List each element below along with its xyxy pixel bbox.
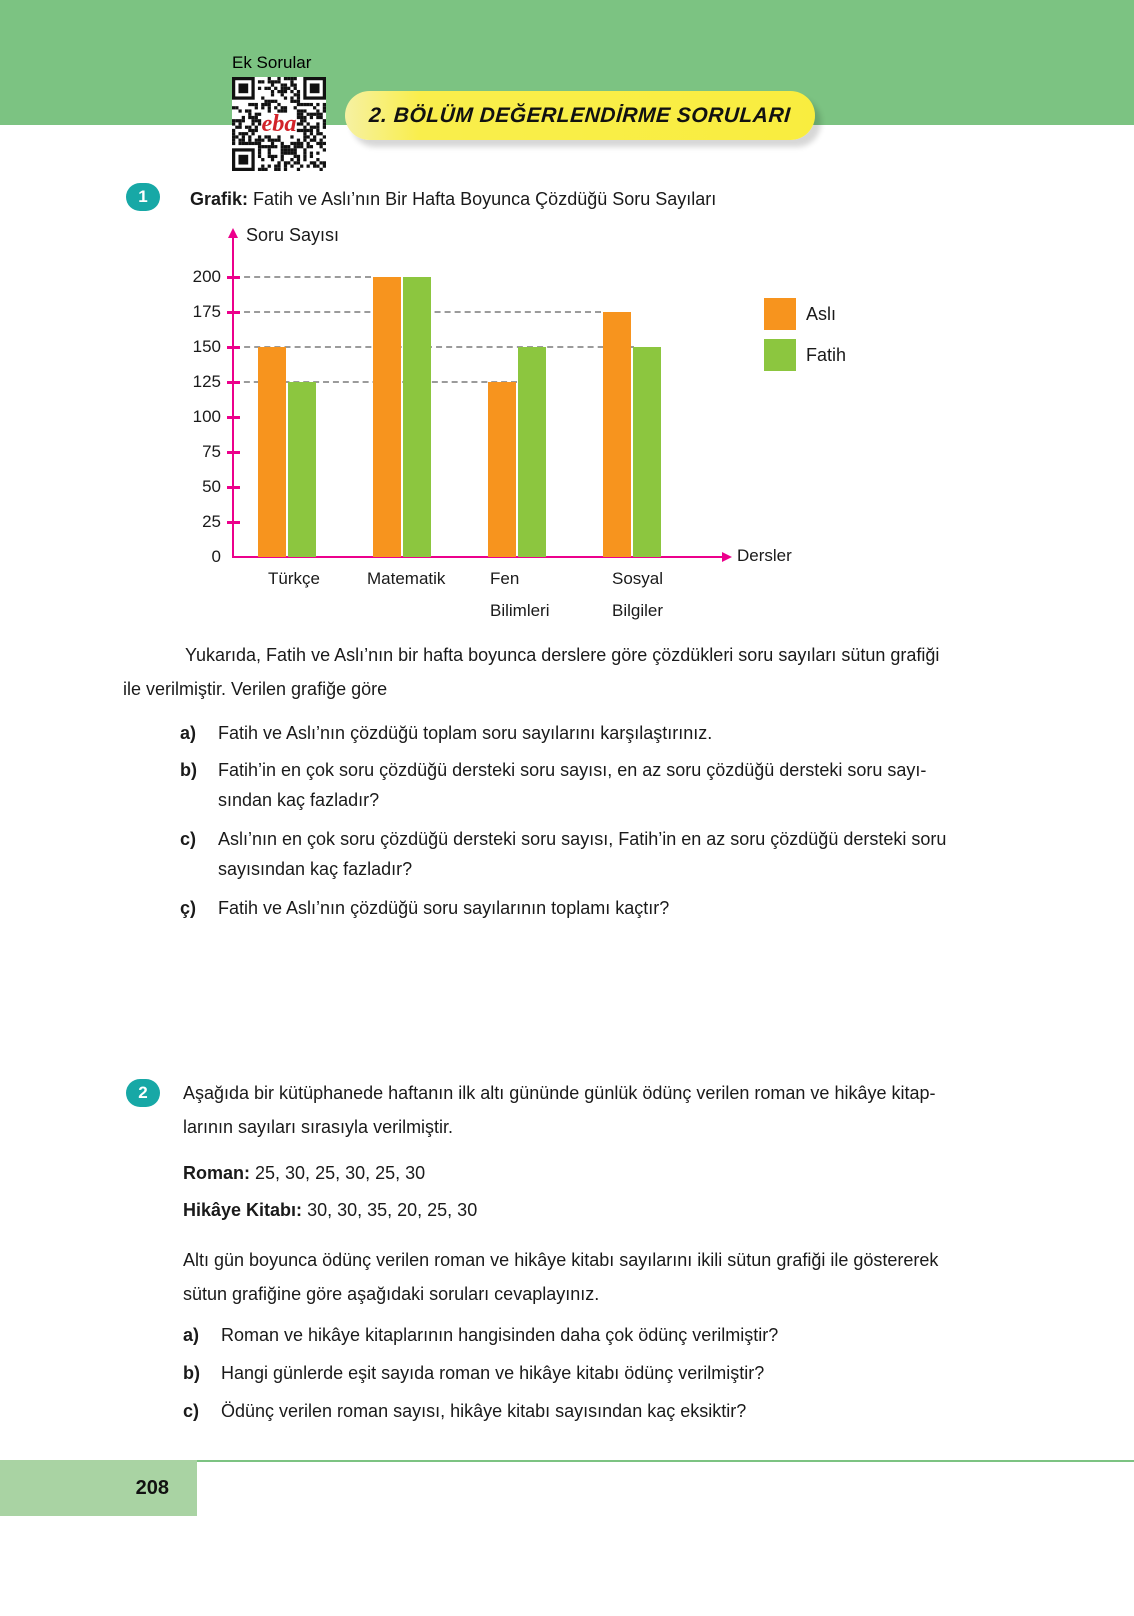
y-tick-150 — [227, 346, 240, 349]
y-tick-125 — [227, 381, 240, 384]
y-tick-25 — [227, 521, 240, 524]
x-category-label-sosyal-bilgiler-l1: Sosyal — [612, 569, 664, 588]
q2-hikaye-values: 30, 30, 35, 20, 25, 30 — [307, 1200, 478, 1220]
bar-matematik-fatih — [403, 277, 431, 557]
y-tick-label-175: 175 — [192, 302, 221, 321]
bar-fen-bilimleri-fatih — [518, 347, 546, 557]
y-tick-label-150: 150 — [192, 337, 221, 356]
bar-sosyal-bilgiler-fatih — [633, 347, 661, 557]
q2-item-a-label: a) — [183, 1325, 200, 1345]
chart-title-label: Grafik: — [190, 189, 249, 209]
q1-item-cc-text: Fatih ve Aslı’nın çözdüğü soru sayıların… — [218, 898, 670, 918]
chart-title: Grafik: Fatih ve Aslı’nın Bir Hafta Boyu… — [190, 184, 716, 214]
y-axis-title: Soru Sayısı — [246, 225, 340, 245]
q2-line1: Aşağıda bir kütüphanede haftanın ilk alt… — [183, 1083, 936, 1103]
y-tick-label-100: 100 — [192, 407, 221, 426]
q2-roman-values: 25, 30, 25, 30, 25, 30 — [255, 1163, 426, 1183]
qr-code-icon: eba — [232, 77, 326, 171]
q2-hikaye-row: Hikâye Kitabı: 30, 30, 35, 20, 25, 30 — [183, 1195, 477, 1225]
question-1-number: 1 — [138, 187, 148, 206]
bar-türkçe-aslı — [258, 347, 286, 557]
question-2-badge: 2 — [126, 1079, 160, 1107]
q1-paragraph-line2: ile verilmiştir. Verilen grafiğe göre — [123, 679, 388, 699]
x-axis-title: Dersler — [737, 546, 792, 565]
q2-hikaye-label: Hikâye Kitabı: — [183, 1200, 303, 1220]
y-tick-200 — [227, 276, 240, 279]
qr-code-label: Ek Sorular — [232, 53, 312, 72]
x-axis — [232, 556, 724, 558]
x-category-label-fen-bilimleri-l1: Fen — [490, 569, 520, 588]
legend-swatch-fatih — [764, 339, 796, 371]
legend-label-aslı: Aslı — [806, 304, 837, 324]
legend-swatch-aslı — [764, 298, 796, 330]
q2-item-b: b) Hangi günlerde eşit sayıda roman ve h… — [183, 1358, 764, 1388]
q1-item-c-line1: Aslı’nın en çok soru çözdüğü dersteki so… — [218, 829, 947, 849]
y-tick-label-125: 125 — [192, 372, 221, 391]
q2-paragraph-line1: Altı gün boyunca ödünç verilen roman ve … — [183, 1250, 939, 1270]
q2-item-b-text: Hangi günlerde eşit sayıda roman ve hikâ… — [221, 1363, 765, 1383]
question-2-number: 2 — [138, 1083, 148, 1102]
x-category-label-türkçe: Türkçe — [268, 569, 320, 588]
gridline-200 — [234, 276, 371, 278]
q2-roman-row: Roman: 25, 30, 25, 30, 25, 30 — [183, 1158, 425, 1188]
chart-title-text: Fatih ve Aslı’nın Bir Hafta Boyunca Çözd… — [253, 189, 717, 209]
bar-türkçe-fatih — [288, 382, 316, 557]
q1-item-b-label: b) — [180, 760, 197, 780]
q2-item-c-label: c) — [183, 1401, 200, 1421]
q1-item-cc: ç) Fatih ve Aslı’nın çözdüğü soru sayıla… — [180, 893, 669, 923]
q2-item-b-label: b) — [183, 1363, 200, 1383]
q2-roman-label: Roman: — [183, 1163, 250, 1183]
bar-fen-bilimleri-aslı — [488, 382, 516, 557]
q1-item-c-label: c) — [180, 829, 197, 849]
footer-divider-line — [0, 1460, 1134, 1462]
q1-item-c: c) Aslı’nın en çok soru çözdüğü dersteki… — [180, 824, 946, 884]
y-tick-50 — [227, 486, 240, 489]
q1-item-b-line1: Fatih’in en çok soru çözdüğü dersteki so… — [218, 760, 927, 780]
bar-matematik-aslı — [373, 277, 401, 557]
x-category-label-matematik: Matematik — [367, 569, 446, 588]
q1-item-b-line2: sından kaç fazladır? — [218, 790, 380, 810]
q2-item-c-text: Ödünç verilen roman sayısı, hikâye kitab… — [221, 1401, 747, 1421]
q1-item-b: b) Fatih’in en çok soru çözdüğü dersteki… — [180, 755, 926, 815]
q1-item-c-line2: sayısından kaç fazladır? — [218, 859, 413, 879]
x-category-label-fen-bilimleri-l2: Bilimleri — [490, 601, 550, 620]
legend-label-fatih: Fatih — [806, 345, 847, 365]
x-axis-arrow-icon — [722, 552, 732, 562]
y-tick-label-200: 200 — [192, 267, 221, 286]
page-number-box: 208 — [0, 1460, 197, 1516]
y-tick-label-0: 0 — [211, 547, 221, 566]
gridline-150 — [234, 346, 634, 348]
y-tick-label-50: 50 — [202, 477, 221, 496]
y-axis — [232, 236, 234, 558]
y-tick-label-75: 75 — [202, 442, 221, 461]
y-tick-100 — [227, 416, 240, 419]
q1-item-a-text: Fatih ve Aslı’nın çözdüğü toplam soru sa… — [218, 723, 713, 743]
q1-item-a-label: a) — [180, 723, 197, 743]
section-banner-title: 2. BÖLÜM DEĞERLENDİRME SORULARI — [368, 103, 792, 127]
y-tick-label-25: 25 — [202, 512, 221, 531]
q1-item-cc-label: ç) — [180, 898, 197, 918]
q1-item-a: a) Fatih ve Aslı’nın çözdüğü toplam soru… — [180, 718, 712, 748]
question-1-badge: 1 — [126, 183, 160, 211]
q2-item-c: c) Ödünç verilen roman sayısı, hikâye ki… — [183, 1396, 746, 1426]
y-tick-75 — [227, 451, 240, 454]
svg-text:eba: eba — [261, 110, 296, 137]
q2-paragraph-line2: sütun grafiğine göre aşağıdaki soruları … — [183, 1284, 600, 1304]
page-number: 208 — [135, 1476, 169, 1499]
x-category-label-sosyal-bilgiler-l2: Bilgiler — [612, 601, 664, 620]
y-axis-arrow-icon — [228, 228, 238, 238]
q2-item-a-text: Roman ve hikâye kitaplarının hangisinden… — [221, 1325, 779, 1345]
q2-item-a: a) Roman ve hikâye kitaplarının hangisin… — [183, 1320, 778, 1350]
q1-paragraph-line1: Yukarıda, Fatih ve Aslı’nın bir hafta bo… — [185, 645, 940, 665]
section-banner: 2. BÖLÜM DEĞERLENDİRME SORULARI — [345, 91, 815, 140]
y-tick-175 — [227, 311, 240, 314]
bar-sosyal-bilgiler-aslı — [603, 312, 631, 557]
q2-line2: larının sayıları sırasıyla verilmiştir. — [183, 1117, 454, 1137]
